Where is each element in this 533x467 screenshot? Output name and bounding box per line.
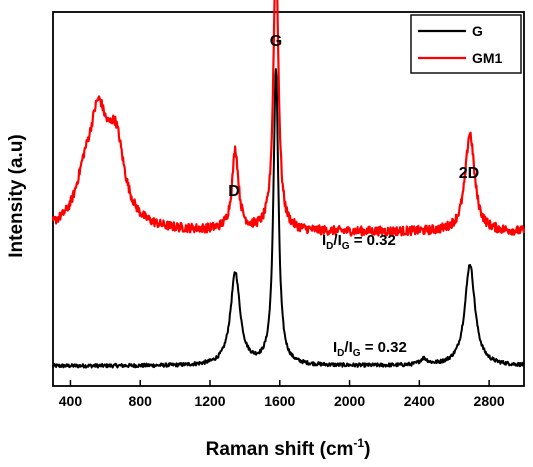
x-tick-label: 1200 bbox=[194, 393, 225, 409]
x-tick-label: 2400 bbox=[404, 393, 435, 409]
ratio-label-top: ID/IG = 0.32 bbox=[322, 232, 396, 252]
x-tick-label: 2000 bbox=[334, 393, 365, 409]
x-tick-label: 800 bbox=[129, 393, 153, 409]
x-axis-title: Raman shift (cm-1) bbox=[206, 436, 371, 460]
series-line-g bbox=[52, 68, 525, 369]
peak-label-d: D bbox=[228, 183, 240, 200]
series-layer bbox=[51, 0, 526, 369]
peak-label-g: G bbox=[270, 33, 282, 50]
legend-label-gm1: GM1 bbox=[472, 50, 503, 66]
peak-label-2d: 2D bbox=[459, 165, 479, 182]
ratio-label-bottom: ID/IG = 0.32 bbox=[333, 339, 407, 359]
series-line-gm1 bbox=[51, 0, 526, 237]
plot-frame bbox=[52, 11, 525, 387]
x-tick-label: 2800 bbox=[474, 393, 505, 409]
legend-label-g: G bbox=[472, 23, 483, 39]
y-axis-title: Intensity (a.u) bbox=[6, 134, 27, 258]
x-ticks: 400 800 1200 1600 2000 2400 2800 bbox=[59, 380, 505, 409]
x-tick-label: 400 bbox=[59, 393, 83, 409]
legend: G GM1 bbox=[410, 14, 522, 74]
legend-box bbox=[410, 14, 522, 74]
x-tick-label: 1600 bbox=[264, 393, 295, 409]
